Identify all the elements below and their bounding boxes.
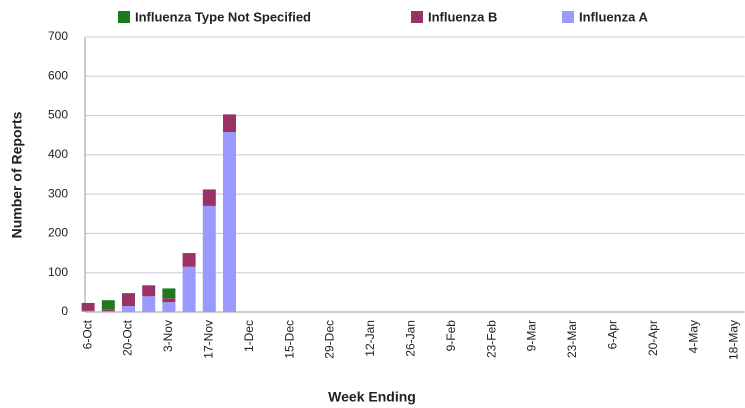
legend-swatch bbox=[118, 11, 130, 23]
bar-segment bbox=[101, 311, 115, 312]
x-tick-label: 4-May bbox=[686, 320, 700, 353]
x-tick-label: 6-Apr bbox=[605, 320, 619, 349]
legend-label: Influenza A bbox=[579, 9, 648, 24]
bar-segment bbox=[81, 302, 95, 311]
legend-swatch bbox=[562, 11, 574, 23]
x-tick-label: 23-Feb bbox=[484, 320, 498, 358]
x-tick-label: 29-Dec bbox=[323, 320, 337, 359]
x-tick-label: 9-Mar bbox=[525, 320, 539, 351]
x-tick-label: 3-Nov bbox=[161, 320, 175, 352]
y-tick-label: 500 bbox=[48, 108, 68, 122]
x-tick-label: 12-Jan bbox=[363, 320, 377, 357]
legend-label: Influenza Type Not Specified bbox=[135, 9, 311, 24]
y-tick-label: 700 bbox=[48, 29, 68, 43]
bar-segment bbox=[223, 132, 236, 312]
bar-segment bbox=[101, 309, 115, 312]
x-tick-label: 20-Oct bbox=[121, 319, 135, 356]
y-axis-label: Number of Reports bbox=[9, 111, 25, 238]
x-tick-label: 9-Feb bbox=[444, 320, 458, 352]
x-tick-label: 23-Mar bbox=[565, 320, 579, 358]
bar-segment bbox=[81, 310, 95, 312]
bar-segment bbox=[182, 266, 196, 312]
x-tick-label: 26-Jan bbox=[403, 320, 417, 357]
y-tick-label: 200 bbox=[48, 226, 68, 240]
bar-segment bbox=[101, 300, 115, 310]
x-tick-label: 18-May bbox=[727, 320, 741, 360]
y-tick-label: 600 bbox=[48, 68, 68, 82]
y-tick-label: 400 bbox=[48, 147, 68, 161]
bar-segment bbox=[202, 189, 216, 206]
x-tick-label: 1-Dec bbox=[242, 320, 256, 352]
x-tick-label: 20-Apr bbox=[646, 320, 660, 356]
x-axis-label: Week Ending bbox=[328, 389, 416, 405]
bar-segment bbox=[122, 293, 135, 307]
y-tick-label: 100 bbox=[48, 265, 68, 279]
bar-segment bbox=[162, 302, 176, 312]
bar-segment bbox=[162, 288, 176, 299]
bar-segment bbox=[223, 114, 236, 133]
y-tick-label: 300 bbox=[48, 186, 68, 200]
bar-segment bbox=[142, 285, 156, 297]
legend-label: Influenza B bbox=[428, 9, 497, 24]
bar-segment bbox=[162, 298, 176, 303]
bar-segment bbox=[122, 306, 135, 312]
legend-swatch bbox=[411, 11, 423, 23]
x-tick-label: 15-Dec bbox=[282, 320, 296, 359]
x-tick-label: 6-Oct bbox=[80, 319, 94, 349]
bar-segment bbox=[142, 296, 156, 312]
x-tick-label: 17-Nov bbox=[201, 320, 215, 359]
bar-segment bbox=[202, 205, 216, 312]
bar-segment bbox=[182, 253, 196, 267]
y-tick-label: 0 bbox=[61, 304, 68, 318]
